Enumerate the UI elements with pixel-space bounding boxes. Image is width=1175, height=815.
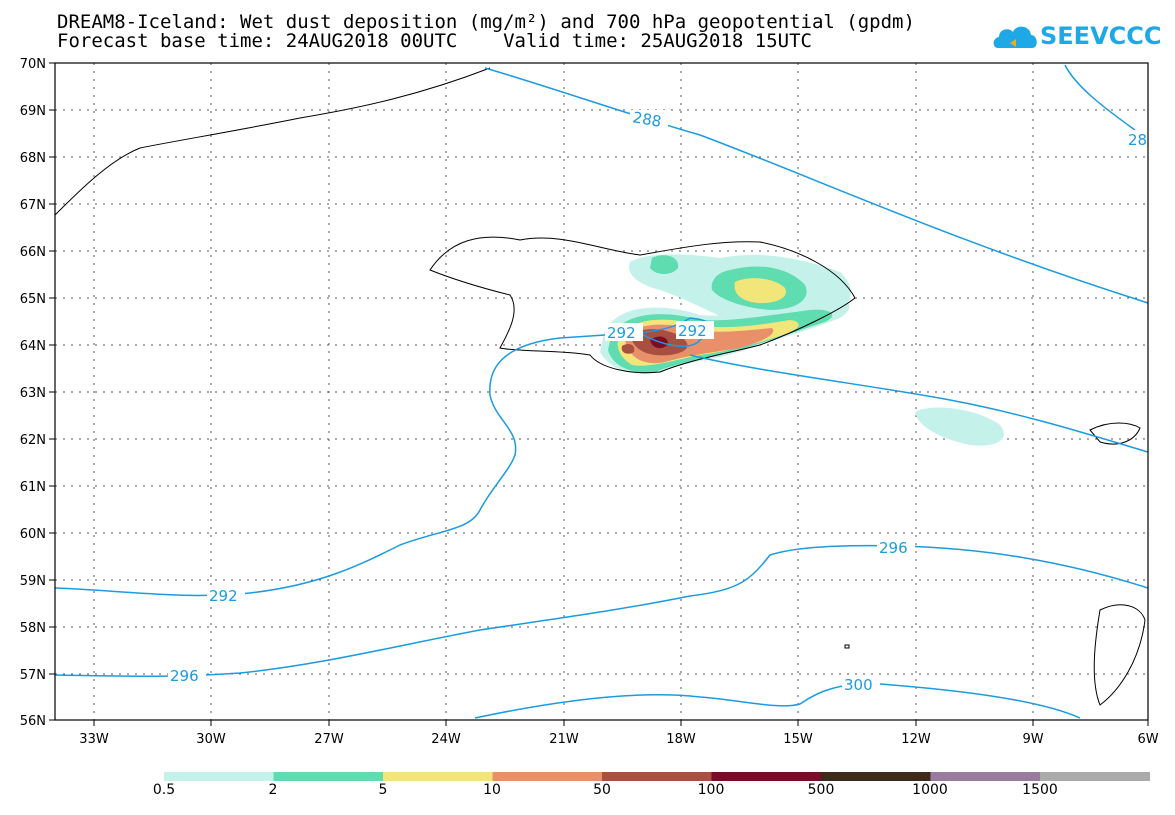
map-title: DREAM8-Iceland: Wet dust deposition (mg/… xyxy=(57,11,915,33)
lon-label: 9W xyxy=(1022,732,1043,747)
lat-label: 56N xyxy=(20,714,46,729)
contour-label-292-c: 292 xyxy=(209,587,238,605)
latitude-labels: 70N 69N 68N 67N 66N 65N 64N 63N 62N 61N … xyxy=(20,57,46,729)
lat-label: 67N xyxy=(20,198,46,213)
axis-ticks xyxy=(49,62,1149,726)
colorbar-label: 1000 xyxy=(912,782,948,798)
colorbar-label: 2 xyxy=(268,782,278,798)
lat-label: 63N xyxy=(20,386,46,401)
grid-lines xyxy=(55,63,1148,720)
lon-label: 33W xyxy=(79,732,109,747)
colorbar-label: 50 xyxy=(593,782,611,798)
lon-label: 6W xyxy=(1137,732,1158,747)
contour-labels: 288 28 292 292 292 296 296 300 xyxy=(168,108,1147,694)
lon-label: 27W xyxy=(314,732,344,747)
lon-label: 12W xyxy=(901,732,931,747)
colorbar-label: 5 xyxy=(378,782,388,798)
dust-deposition-field xyxy=(600,254,1004,446)
longitude-labels: 33W 30W 27W 24W 21W 18W 15W 12W 9W 6W xyxy=(79,732,1158,747)
lat-label: 61N xyxy=(20,480,46,495)
colorbar-label: 10 xyxy=(483,782,501,798)
lat-label: 65N xyxy=(20,292,46,307)
contour-label-28: 28 xyxy=(1128,131,1147,149)
lat-label: 58N xyxy=(20,621,46,636)
contour-label-296-b: 296 xyxy=(170,667,199,685)
lat-label: 69N xyxy=(20,104,46,119)
forecast-time-subtitle: Forecast base time: 24AUG2018 00UTC Vali… xyxy=(57,30,812,52)
contour-label-292-b: 292 xyxy=(678,322,707,340)
lat-label: 62N xyxy=(20,433,46,448)
lon-label: 18W xyxy=(666,732,696,747)
lat-label: 66N xyxy=(20,245,46,260)
colorbar-swatch xyxy=(930,772,1041,781)
colorbar-label: 100 xyxy=(697,782,725,798)
colorbar-label: 500 xyxy=(807,782,835,798)
lat-label: 59N xyxy=(20,574,46,589)
seevccc-logo: SEEVCCC xyxy=(1040,22,1162,50)
lon-label: 21W xyxy=(549,732,579,747)
colorbar-swatch xyxy=(1040,772,1150,781)
lon-label: 30W xyxy=(196,732,226,747)
lat-label: 70N xyxy=(20,57,46,72)
colorbar-swatch xyxy=(492,772,603,781)
colorbar-swatch xyxy=(821,772,931,781)
colorbar-swatch xyxy=(711,772,822,781)
colorbar-swatch xyxy=(164,772,274,781)
cloud-icon xyxy=(993,26,1037,48)
contour-label-300: 300 xyxy=(844,676,873,694)
coastlines xyxy=(54,67,1146,706)
lon-label: 15W xyxy=(783,732,813,747)
colorbar-label: 0.5 xyxy=(152,782,176,798)
lat-label: 57N xyxy=(20,668,46,683)
contour-label-296-a: 296 xyxy=(879,539,908,557)
colorbar-swatch xyxy=(383,772,493,781)
contour-label-292-a: 292 xyxy=(607,324,636,342)
lat-label: 68N xyxy=(20,151,46,166)
colorbar-swatch xyxy=(273,772,384,781)
colorbar-label: 1500 xyxy=(1022,782,1058,798)
lon-label: 24W xyxy=(431,732,461,747)
colorbar xyxy=(164,772,1150,781)
contour-label-288: 288 xyxy=(631,108,662,131)
lat-label: 64N xyxy=(20,339,46,354)
colorbar-swatch xyxy=(602,772,712,781)
lat-label: 60N xyxy=(20,527,46,542)
geopotential-contours xyxy=(54,64,1149,719)
